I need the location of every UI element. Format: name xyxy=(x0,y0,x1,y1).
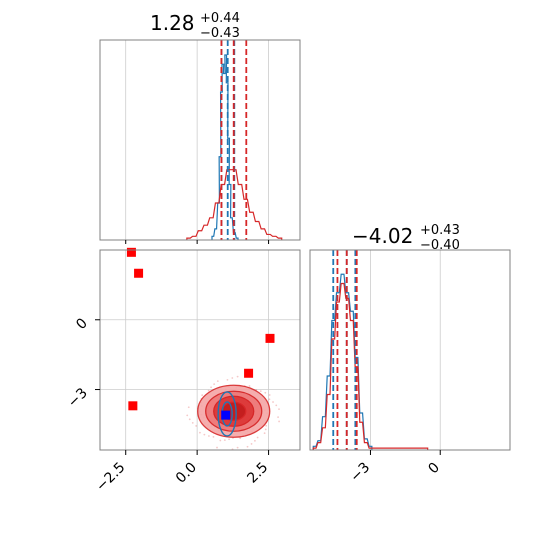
scatter-point-32 xyxy=(239,437,242,440)
scatter-point-51 xyxy=(188,418,191,421)
panel-frame-top xyxy=(99,39,301,241)
red-square-marker-4 xyxy=(128,401,138,411)
scatter-point-85 xyxy=(191,421,194,424)
scatter-point-130 xyxy=(207,389,210,392)
panel-frame-diag xyxy=(309,249,511,451)
scatter-point-5 xyxy=(268,394,271,396)
red-square-marker-3 xyxy=(244,368,254,378)
red-square-marker-1 xyxy=(134,268,144,278)
scatter-point-108 xyxy=(236,446,239,449)
scatter-point-113 xyxy=(256,436,259,439)
scatter-point-114 xyxy=(187,406,190,409)
scatter-point-17 xyxy=(186,414,189,417)
xtick-label-param1-2: 2.5 xyxy=(244,460,271,487)
title-param1-plus: +0.44 xyxy=(200,11,240,26)
grid-lines xyxy=(100,40,441,450)
xtick-label-param1-0: −2.5 xyxy=(93,460,128,495)
scatter-point-28 xyxy=(216,380,219,383)
scatter-point-136 xyxy=(268,398,271,401)
blue-square-marker xyxy=(221,410,231,420)
scatter-point-61 xyxy=(223,439,226,442)
panel-frame-low xyxy=(99,249,301,451)
scatter-point-102 xyxy=(272,401,274,403)
scatter-point-50 xyxy=(264,428,267,431)
scatter-point-96 xyxy=(210,386,212,389)
scatter-point-119 xyxy=(195,425,198,427)
scatter-point-131 xyxy=(277,416,279,419)
scatter-point-97 xyxy=(278,420,280,423)
red-square-marker-2 xyxy=(265,333,275,343)
title-param1-minus: −0.43 xyxy=(200,26,240,41)
scatter-point-10 xyxy=(248,385,251,387)
title-param2: −4.02 +0.43 −0.40 xyxy=(352,223,460,253)
xtick-label-param2-1: 0 xyxy=(425,460,443,478)
title-param1: 1.28 +0.44 −0.43 xyxy=(150,11,240,41)
scatter-point-91 xyxy=(231,377,234,379)
scatter-point-11 xyxy=(246,445,249,448)
scatter-point-33 xyxy=(201,394,204,397)
scatter-point-124 xyxy=(212,435,215,438)
scatter-point-68 xyxy=(275,404,278,407)
title-param2-minus: −0.40 xyxy=(420,238,460,253)
scatter-point-62 xyxy=(213,383,216,386)
title-param2-median: −4.02 xyxy=(352,224,413,248)
scatter-point-39 xyxy=(264,391,267,394)
scatter-point-137 xyxy=(216,446,218,449)
contour-blue-outer xyxy=(217,391,237,437)
scatter-point-34 xyxy=(278,408,280,411)
scatter-point-45 xyxy=(250,443,253,445)
xtick-label-param1-1: 0.0 xyxy=(173,460,200,487)
scatter-point-56 xyxy=(203,433,206,436)
title-param2-plus: +0.43 xyxy=(420,223,460,238)
red-square-marker-0 xyxy=(126,247,136,257)
scatter-point-22 xyxy=(199,431,201,434)
scatter-point-27 xyxy=(219,439,222,442)
scatter-point-73 xyxy=(259,390,262,393)
hist-param1-series-0 xyxy=(211,54,239,240)
scatter-point-57 xyxy=(236,375,239,378)
xtick-label-param2-0: −3 xyxy=(347,460,373,486)
scatter-point-84 xyxy=(265,424,268,427)
title-param1-median: 1.28 xyxy=(150,11,195,35)
scatter-point-79 xyxy=(254,439,256,442)
scatter-point-95 xyxy=(228,438,230,441)
ytick-label-param2-1: −3 xyxy=(65,385,91,411)
ytick-label-param2-0: 0 xyxy=(73,315,91,333)
scatter-point-16 xyxy=(263,432,266,435)
scatter-point-125 xyxy=(226,378,229,381)
scatter-point-90 xyxy=(208,435,210,437)
